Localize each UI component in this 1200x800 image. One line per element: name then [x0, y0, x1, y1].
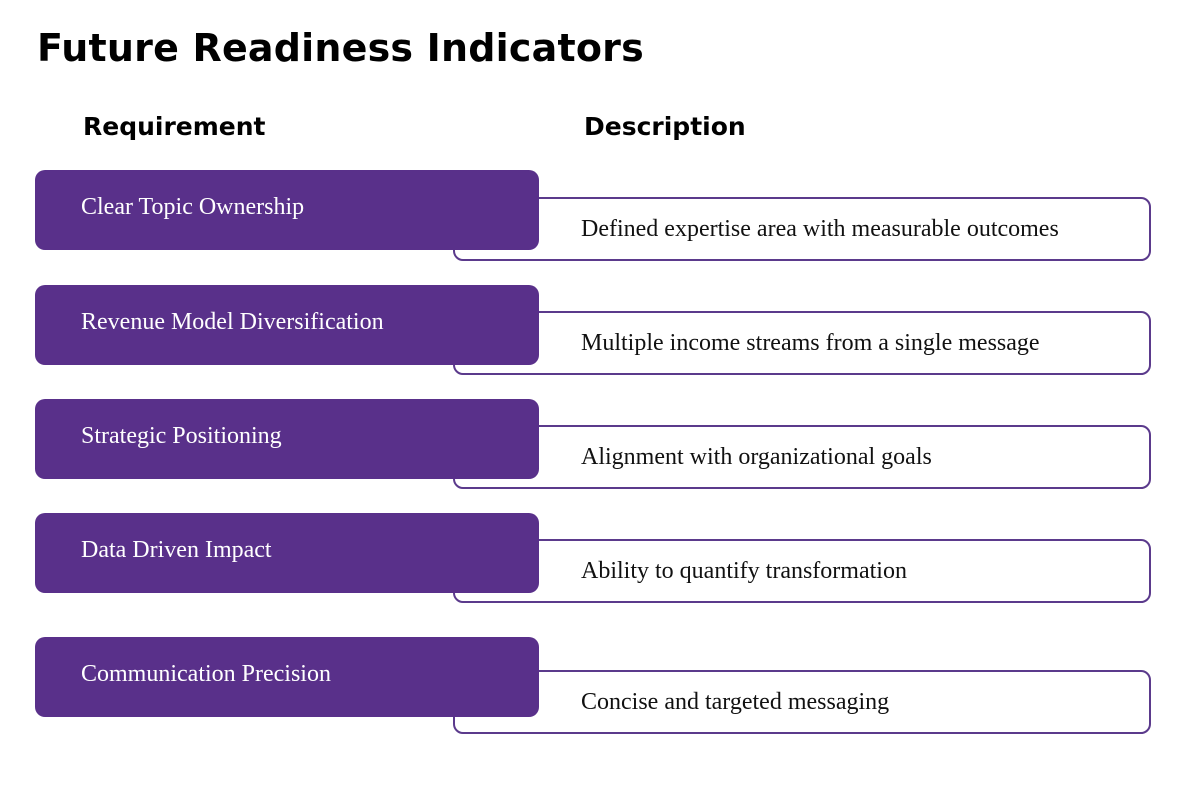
description-column-header: Description [584, 112, 746, 141]
description-text: Ability to quantify transformation [581, 558, 907, 584]
description-text: Multiple income streams from a single me… [581, 330, 1040, 356]
requirement-box: Revenue Model Diversification [35, 285, 539, 365]
description-text: Concise and targeted messaging [581, 689, 890, 715]
requirement-column-header: Requirement [83, 112, 266, 141]
requirement-text: Revenue Model Diversification [81, 309, 384, 335]
description-box: Concise and targeted messaging [453, 670, 1151, 734]
indicator-row: Concise and targeted messaging Communica… [0, 637, 1200, 737]
indicator-row: Ability to quantify transformation Data … [0, 513, 1200, 613]
description-box: Alignment with organizational goals [453, 425, 1151, 489]
indicator-row: Alignment with organizational goals Stra… [0, 399, 1200, 499]
requirement-text: Clear Topic Ownership [81, 194, 305, 220]
indicator-row: Multiple income streams from a single me… [0, 285, 1200, 385]
description-text: Defined expertise area with measurable o… [581, 216, 1059, 242]
requirement-text: Strategic Positioning [81, 423, 282, 449]
indicator-row: Defined expertise area with measurable o… [0, 170, 1200, 270]
requirement-box: Strategic Positioning [35, 399, 539, 479]
description-box: Defined expertise area with measurable o… [453, 197, 1151, 261]
requirement-box: Clear Topic Ownership [35, 170, 539, 250]
page-title: Future Readiness Indicators [37, 26, 644, 70]
description-text: Alignment with organizational goals [581, 444, 932, 470]
requirement-box: Data Driven Impact [35, 513, 539, 593]
requirement-text: Data Driven Impact [81, 537, 272, 563]
requirement-box: Communication Precision [35, 637, 539, 717]
requirement-text: Communication Precision [81, 661, 331, 687]
description-box: Multiple income streams from a single me… [453, 311, 1151, 375]
description-box: Ability to quantify transformation [453, 539, 1151, 603]
